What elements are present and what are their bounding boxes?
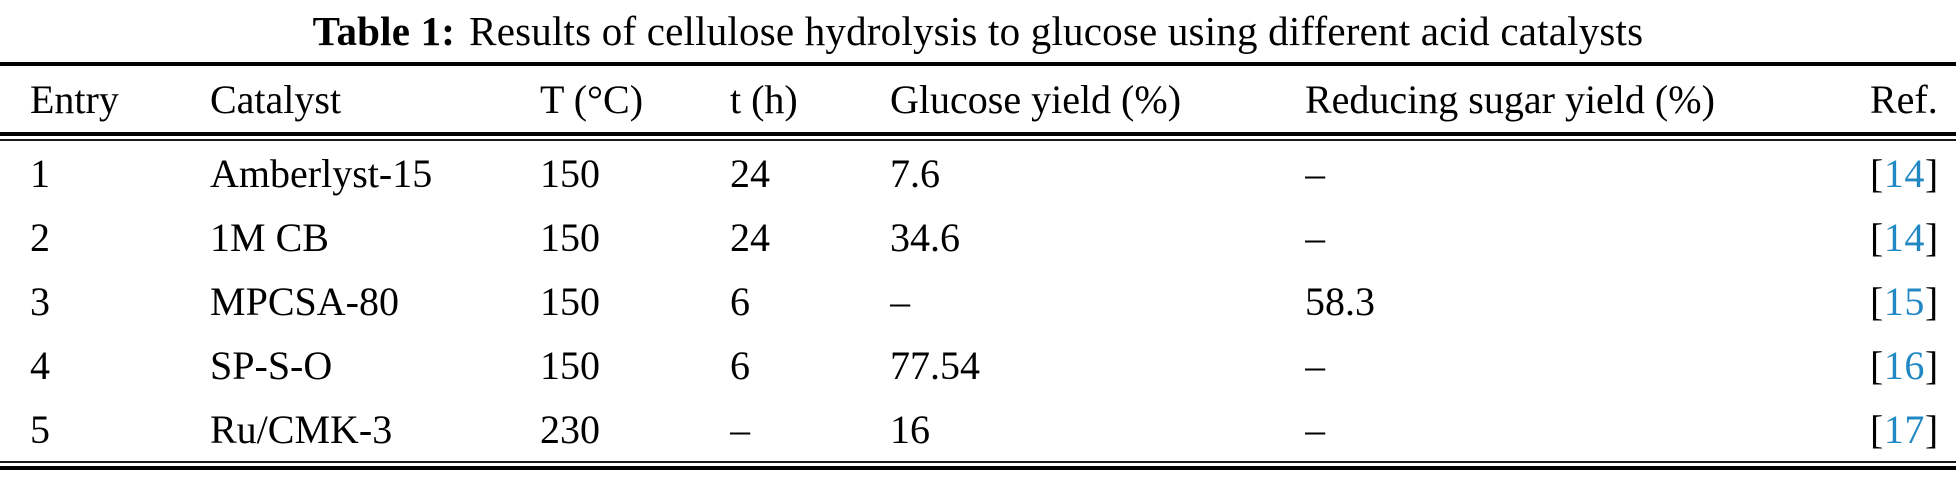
- citation-link[interactable]: 17: [1883, 406, 1925, 452]
- table-row: 4 SP-S-O 150 6 77.54 – [16]: [0, 333, 1956, 397]
- citation-link[interactable]: 15: [1883, 278, 1925, 324]
- citation-link[interactable]: 14: [1883, 150, 1925, 196]
- cell-ref: [14]: [1870, 150, 1946, 197]
- cell-entry: 4: [30, 342, 50, 388]
- table-row: 2 1M CB 150 24 34.6 – [14]: [0, 205, 1956, 269]
- cell-temperature: 150: [540, 150, 600, 196]
- table-rule-bottom-outer: [0, 466, 1956, 470]
- cell-ref: [17]: [1870, 406, 1946, 453]
- cell-reducing-sugar: –: [1305, 406, 1325, 452]
- citation-link[interactable]: 16: [1883, 342, 1925, 388]
- cell-entry: 2: [30, 214, 50, 260]
- cell-reducing-sugar: 58.3: [1305, 278, 1375, 324]
- table-caption: Table 1: Results of cellulose hydrolysis…: [0, 0, 1956, 62]
- cell-temperature: 150: [540, 278, 600, 324]
- cell-catalyst: Amberlyst-15: [210, 150, 433, 196]
- ref-bracket-close: ]: [1924, 342, 1939, 388]
- table-rule-header-bottom-inner: [0, 139, 1956, 141]
- cell-time: 6: [730, 342, 750, 388]
- cell-temperature: 150: [540, 342, 600, 388]
- ref-bracket-open: [: [1870, 150, 1884, 196]
- table-rule-bottom-inner: [0, 461, 1956, 463]
- header-cell-reducing-sugar: Reducing sugar yield (%): [1305, 76, 1715, 122]
- header-cell-glucose-yield: Glucose yield (%): [890, 76, 1182, 122]
- cell-time: –: [730, 406, 750, 452]
- table-header-row: Entry Catalyst T (°C) t (h) Glucose yiel…: [0, 66, 1956, 132]
- cell-catalyst: 1M CB: [210, 214, 329, 260]
- cell-time: 6: [730, 278, 750, 324]
- ref-bracket-close: ]: [1924, 406, 1939, 452]
- cell-temperature: 230: [540, 406, 600, 452]
- table-row: 1 Amberlyst-15 150 24 7.6 – [14]: [0, 141, 1956, 205]
- header-cell-time: t (h): [730, 76, 798, 122]
- cell-reducing-sugar: –: [1305, 342, 1325, 388]
- header-cell-temperature: T (°C): [540, 76, 644, 122]
- cell-glucose-yield: 16: [890, 406, 930, 452]
- cell-reducing-sugar: –: [1305, 150, 1325, 196]
- cell-ref: [16]: [1870, 342, 1946, 389]
- cell-entry: 1: [30, 150, 50, 196]
- cell-time: 24: [730, 150, 770, 196]
- cell-ref: [14]: [1870, 214, 1946, 261]
- cell-catalyst: Ru/CMK-3: [210, 406, 393, 452]
- cell-glucose-yield: –: [890, 278, 910, 324]
- cell-ref: [15]: [1870, 278, 1946, 325]
- cell-temperature: 150: [540, 214, 600, 260]
- table-row: 5 Ru/CMK-3 230 – 16 – [17]: [0, 397, 1956, 461]
- header-cell-catalyst: Catalyst: [210, 76, 342, 122]
- ref-bracket-open: [: [1870, 214, 1884, 260]
- cell-glucose-yield: 77.54: [890, 342, 980, 388]
- cell-glucose-yield: 34.6: [890, 214, 960, 260]
- cell-reducing-sugar: –: [1305, 214, 1325, 260]
- ref-bracket-close: ]: [1924, 150, 1939, 196]
- table-rule-header-bottom-outer: [0, 132, 1956, 136]
- cell-catalyst: MPCSA-80: [210, 278, 399, 324]
- ref-bracket-close: ]: [1924, 214, 1939, 260]
- cell-time: 24: [730, 214, 770, 260]
- citation-link[interactable]: 14: [1883, 214, 1925, 260]
- header-cell-entry: Entry: [30, 76, 119, 122]
- ref-bracket-close: ]: [1924, 278, 1939, 324]
- table-rule-top: [0, 62, 1956, 66]
- ref-bracket-open: [: [1870, 342, 1884, 388]
- table-caption-text: Results of cellulose hydrolysis to gluco…: [469, 8, 1644, 54]
- cell-entry: 3: [30, 278, 50, 324]
- table-caption-label: Table 1:: [312, 8, 456, 54]
- ref-bracket-open: [: [1870, 406, 1884, 452]
- cell-entry: 5: [30, 406, 50, 452]
- ref-bracket-open: [: [1870, 278, 1884, 324]
- table-row: 3 MPCSA-80 150 6 – 58.3 [15]: [0, 269, 1956, 333]
- cell-glucose-yield: 7.6: [890, 150, 940, 196]
- header-cell-ref: Ref.: [1870, 76, 1938, 122]
- cell-catalyst: SP-S-O: [210, 342, 333, 388]
